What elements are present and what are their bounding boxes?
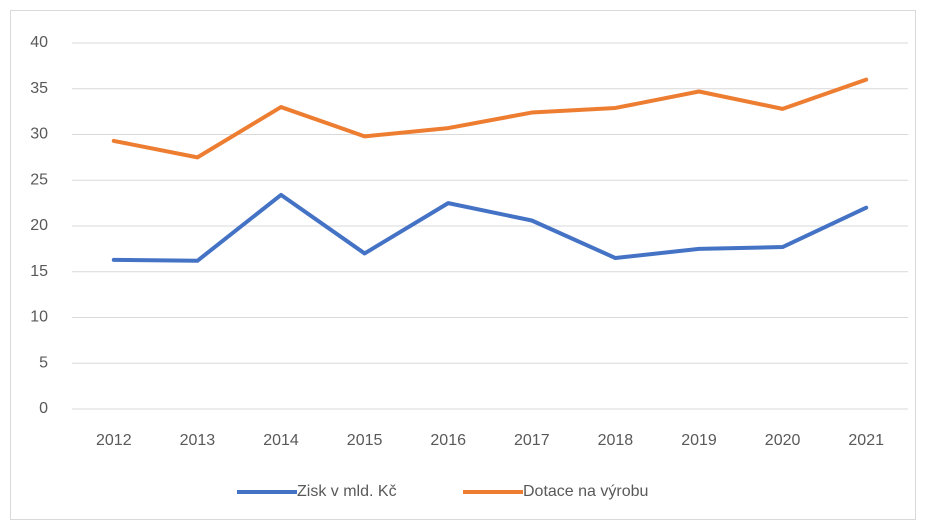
x-tick-label: 2012 <box>96 432 132 449</box>
y-tick-label: 40 <box>30 34 48 51</box>
x-tick-label: 2019 <box>681 432 717 449</box>
x-tick-label: 2016 <box>430 432 466 449</box>
y-tick-label: 5 <box>39 354 48 371</box>
y-tick-label: 30 <box>30 126 48 143</box>
y-tick-label: 10 <box>30 309 48 326</box>
x-tick-label: 2015 <box>347 432 383 449</box>
y-tick-label: 0 <box>39 400 48 417</box>
chart-border <box>10 10 916 520</box>
series-line <box>111 77 869 160</box>
y-tick-label: 25 <box>30 171 48 188</box>
series-line <box>111 192 869 263</box>
x-tick-label: 2021 <box>848 432 884 449</box>
x-tick-label: 2017 <box>514 432 550 449</box>
y-tick-label: 20 <box>30 217 48 234</box>
x-tick-label: 2020 <box>765 432 801 449</box>
legend-label: Zisk v mld. Kč <box>297 483 397 500</box>
x-tick-label: 2018 <box>598 432 634 449</box>
x-tick-label: 2013 <box>180 432 216 449</box>
x-tick-label: 2014 <box>263 432 299 449</box>
y-tick-label: 35 <box>30 80 48 97</box>
y-tick-label: 15 <box>30 263 48 280</box>
legend-label: Dotace na výrobu <box>523 483 648 500</box>
